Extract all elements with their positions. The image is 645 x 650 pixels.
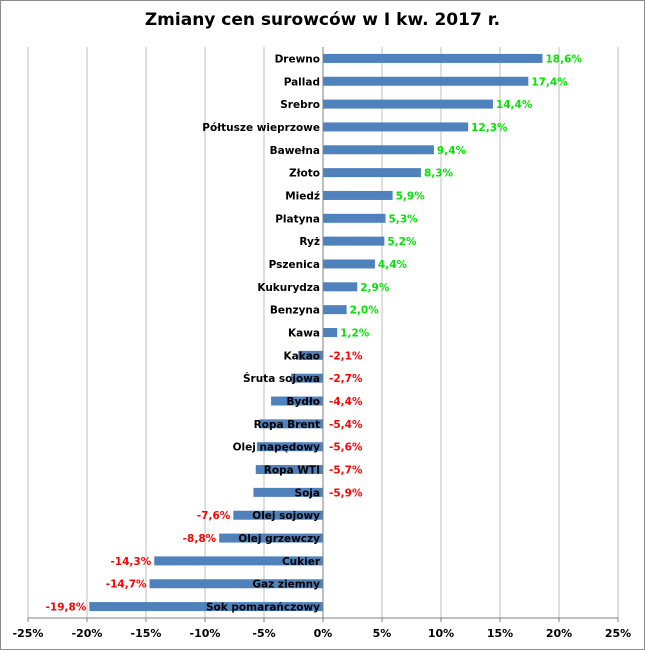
- x-tick-label: 10%: [428, 627, 454, 640]
- data-label: 4,4%: [378, 259, 408, 271]
- bar: [149, 579, 323, 589]
- category-label: Śruta sojowa: [243, 372, 320, 385]
- category-label: Miedź: [285, 190, 320, 202]
- data-label: 18,6%: [545, 53, 582, 65]
- category-label: Cukier: [282, 556, 321, 568]
- category-label: Soja: [295, 487, 320, 499]
- x-tick-label: -20%: [72, 627, 103, 640]
- data-label: -8,8%: [183, 533, 217, 545]
- bar: [255, 465, 323, 475]
- category-label: Sok pomarańczowy: [206, 602, 320, 614]
- category-label: Olej grzewczy: [238, 533, 320, 545]
- data-label: -5,4%: [329, 419, 363, 431]
- bar: [298, 350, 323, 360]
- bar: [291, 373, 323, 383]
- data-label: -2,1%: [329, 350, 363, 362]
- data-label: 5,9%: [396, 190, 426, 202]
- category-label: Kakao: [283, 350, 320, 362]
- category-label: Pallad: [284, 76, 320, 88]
- data-label: 2,9%: [360, 282, 390, 294]
- category-label: Drewno: [275, 53, 320, 65]
- data-label: 14,4%: [496, 99, 533, 111]
- bar: [259, 419, 323, 429]
- data-label: -5,7%: [329, 465, 363, 477]
- category-label: Platyna: [275, 213, 320, 225]
- bar: [323, 122, 469, 132]
- x-tick-label: -15%: [131, 627, 162, 640]
- data-label: -14,3%: [110, 556, 151, 568]
- category-label: Ryż: [299, 236, 320, 248]
- data-label: 8,3%: [424, 168, 454, 180]
- data-label: 12,3%: [471, 122, 508, 134]
- bar: [323, 53, 543, 63]
- data-label: -2,7%: [329, 373, 363, 385]
- x-tick-label: 0%: [314, 627, 333, 640]
- category-label: Gaz ziemny: [252, 579, 320, 591]
- x-tick-label: 5%: [373, 627, 392, 640]
- category-label: Srebro: [280, 99, 320, 111]
- x-tick-label: 20%: [546, 627, 572, 640]
- category-label: Benzyna: [270, 305, 320, 317]
- data-label: 9,4%: [437, 145, 467, 157]
- bar: [219, 533, 323, 543]
- x-tick-label: -10%: [190, 627, 221, 640]
- data-label: -5,9%: [329, 487, 363, 499]
- bar: [323, 99, 493, 109]
- category-label: Olej napędowy: [233, 442, 321, 454]
- data-label: -7,6%: [197, 510, 231, 522]
- category-label: Kawa: [288, 328, 320, 340]
- data-label: 2,0%: [350, 305, 380, 317]
- x-tick-label: -5%: [252, 627, 275, 640]
- category-label: Bydło: [287, 396, 320, 408]
- bar: [256, 442, 323, 452]
- bar: [323, 305, 347, 315]
- bar: [323, 76, 529, 86]
- x-tick-label: 25%: [605, 627, 631, 640]
- data-label: 5,2%: [387, 236, 417, 248]
- data-label: -4,4%: [329, 396, 363, 408]
- category-label: Kukurydza: [257, 282, 320, 294]
- bar: [323, 259, 375, 269]
- category-label: Pszenica: [269, 259, 320, 271]
- x-tick-label: 15%: [487, 627, 513, 640]
- bar: [233, 510, 323, 520]
- bar: [323, 145, 434, 155]
- bar: [154, 556, 323, 566]
- data-label: 5,3%: [389, 213, 419, 225]
- bar: [323, 236, 385, 246]
- chart-title: Zmiany cen surowców w I kw. 2017 r.: [144, 10, 501, 30]
- data-label: -5,6%: [329, 442, 363, 454]
- bar: [89, 602, 323, 612]
- category-label: Bawełna: [270, 145, 320, 157]
- bar: [323, 328, 338, 337]
- category-label: Ropa Brent: [254, 419, 320, 431]
- category-label: Ropa WTI: [264, 465, 320, 477]
- bar: [271, 396, 323, 406]
- bar: [323, 282, 358, 292]
- bar: [323, 190, 393, 200]
- data-label: 1,2%: [340, 328, 370, 340]
- category-label: Półtusze wieprzowe: [202, 122, 320, 134]
- bar: [253, 487, 323, 497]
- category-label: Złoto: [289, 168, 320, 180]
- category-label: Olej sojowy: [252, 510, 320, 522]
- data-label: -19,8%: [46, 602, 87, 614]
- bar: [323, 168, 421, 178]
- x-tick-label: -25%: [13, 627, 44, 640]
- bar: [323, 213, 386, 223]
- data-label: 17,4%: [531, 76, 568, 88]
- data-label: -14,7%: [106, 579, 147, 591]
